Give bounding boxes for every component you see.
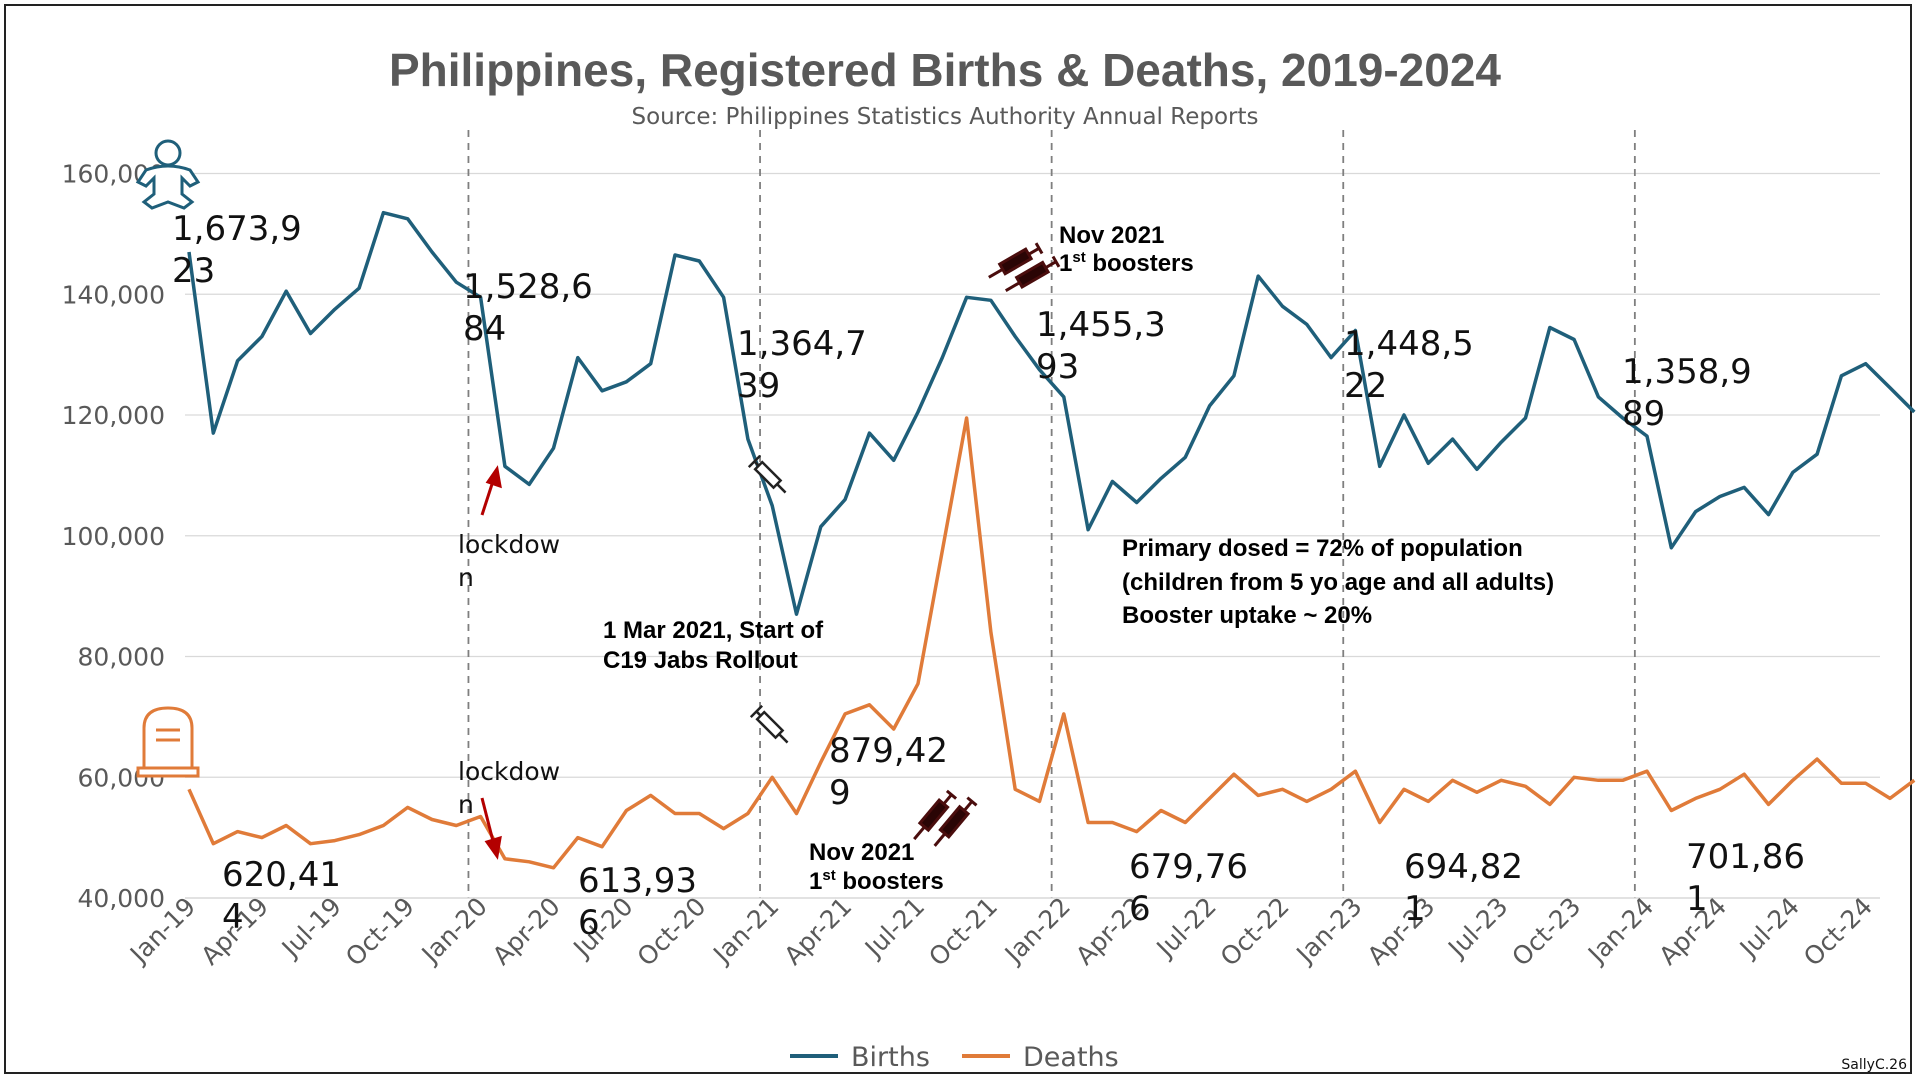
dosing-annotation-3: Booster uptake ~ 20% bbox=[1122, 602, 1372, 629]
double-syringe-icon bbox=[988, 242, 1061, 292]
x-tick-label: Jan-24 bbox=[1581, 892, 1659, 970]
year-dividers bbox=[467, 130, 1636, 898]
chart-subtitle: Source: Philippines Statistics Authority… bbox=[632, 104, 1259, 130]
lockdown-arrow-deaths bbox=[480, 797, 502, 860]
boosters-annotation-top: Nov 2021 1st boosters bbox=[1059, 222, 1194, 277]
x-tick-label: Apr-20 bbox=[487, 892, 566, 971]
births-total-2019: 1,673,9 23 bbox=[172, 209, 302, 291]
births-total-2024: 1,358,9 89 bbox=[1622, 352, 1752, 434]
rollout-annotation: 1 Mar 2021, Start of C19 Jabs Rollout bbox=[603, 617, 824, 674]
x-tick-label: Oct-21 bbox=[923, 892, 1003, 972]
deaths-total-2024: 701,86 1 bbox=[1686, 837, 1805, 919]
legend-label-births: Births bbox=[851, 1042, 930, 1073]
double-syringe-icon bbox=[913, 789, 978, 847]
x-tick-label: Jul-22 bbox=[1150, 892, 1222, 964]
series-line-births bbox=[187, 210, 1916, 616]
syringe-icon bbox=[749, 704, 789, 744]
y-tick-label: 100,000 bbox=[62, 522, 165, 551]
x-tick-label: Jan-20 bbox=[415, 892, 493, 970]
x-tick-label: Jul-23 bbox=[1441, 892, 1513, 964]
x-tick-label: Jan-22 bbox=[998, 892, 1076, 970]
x-tick-label: Jul-19 bbox=[275, 892, 347, 964]
y-axis: 40,00060,00080,000100,000120,000140,0001… bbox=[62, 160, 165, 914]
deaths-total-2021: 879,42 9 bbox=[829, 731, 948, 813]
births-total-2023: 1,448,5 22 bbox=[1344, 324, 1474, 406]
x-tick-label: Oct-20 bbox=[632, 892, 712, 972]
boosters-annotation-bottom: Nov 2021 1st boosters bbox=[809, 839, 944, 895]
dosing-annotation-2: (children from 5 yo age and all adults) bbox=[1122, 569, 1554, 596]
x-tick-label: Oct-22 bbox=[1215, 892, 1295, 972]
x-tick-label: Oct-19 bbox=[340, 892, 420, 972]
y-tick-label: 140,000 bbox=[62, 280, 165, 309]
births-total-2021: 1,364,7 39 bbox=[737, 324, 867, 406]
chart-frame bbox=[4, 4, 1912, 1074]
series-lines bbox=[187, 210, 1916, 870]
x-tick-label: Jan-21 bbox=[706, 892, 784, 970]
deaths-total-2019: 620,41 4 bbox=[222, 855, 341, 937]
chart-title: Philippines, Registered Births & Deaths,… bbox=[389, 44, 1501, 96]
lockdown-label-births: lockdow n bbox=[458, 530, 560, 592]
gridlines bbox=[185, 172, 1880, 778]
x-tick-label: Apr-21 bbox=[779, 892, 858, 971]
deaths-total-2022: 679,76 6 bbox=[1129, 847, 1248, 929]
deaths-total-2020: 613,93 6 bbox=[578, 861, 697, 943]
x-tick-label: Oct-23 bbox=[1506, 892, 1586, 972]
births-total-2020: 1,528,6 84 bbox=[463, 267, 593, 349]
legend-label-deaths: Deaths bbox=[1023, 1042, 1119, 1073]
deaths-total-2023: 694,82 1 bbox=[1404, 847, 1523, 929]
y-tick-label: 40,000 bbox=[78, 884, 165, 913]
gravestone-icon bbox=[136, 706, 200, 778]
x-tick-label: Jul-21 bbox=[858, 892, 930, 964]
syringe-icon bbox=[747, 454, 787, 494]
series-line-deaths bbox=[187, 416, 1916, 870]
lockdown-arrow-births bbox=[480, 465, 502, 516]
x-tick-label: Jan-23 bbox=[1290, 892, 1368, 970]
baby-icon bbox=[135, 139, 201, 210]
y-tick-label: 120,000 bbox=[62, 401, 165, 430]
lockdown-label-deaths: lockdow n bbox=[458, 757, 560, 819]
legend: Births Deaths bbox=[790, 1042, 1119, 1073]
dosing-annotation-1: Primary dosed = 72% of population bbox=[1122, 535, 1523, 562]
author-credit: SallyC.26 bbox=[1841, 1057, 1907, 1073]
births-total-2022: 1,455,3 93 bbox=[1036, 305, 1166, 387]
y-tick-label: 80,000 bbox=[78, 643, 165, 672]
x-tick-label: Oct-24 bbox=[1798, 892, 1878, 972]
x-tick-label: Apr-23 bbox=[1362, 892, 1441, 971]
x-tick-label: Jul-24 bbox=[1733, 892, 1805, 964]
